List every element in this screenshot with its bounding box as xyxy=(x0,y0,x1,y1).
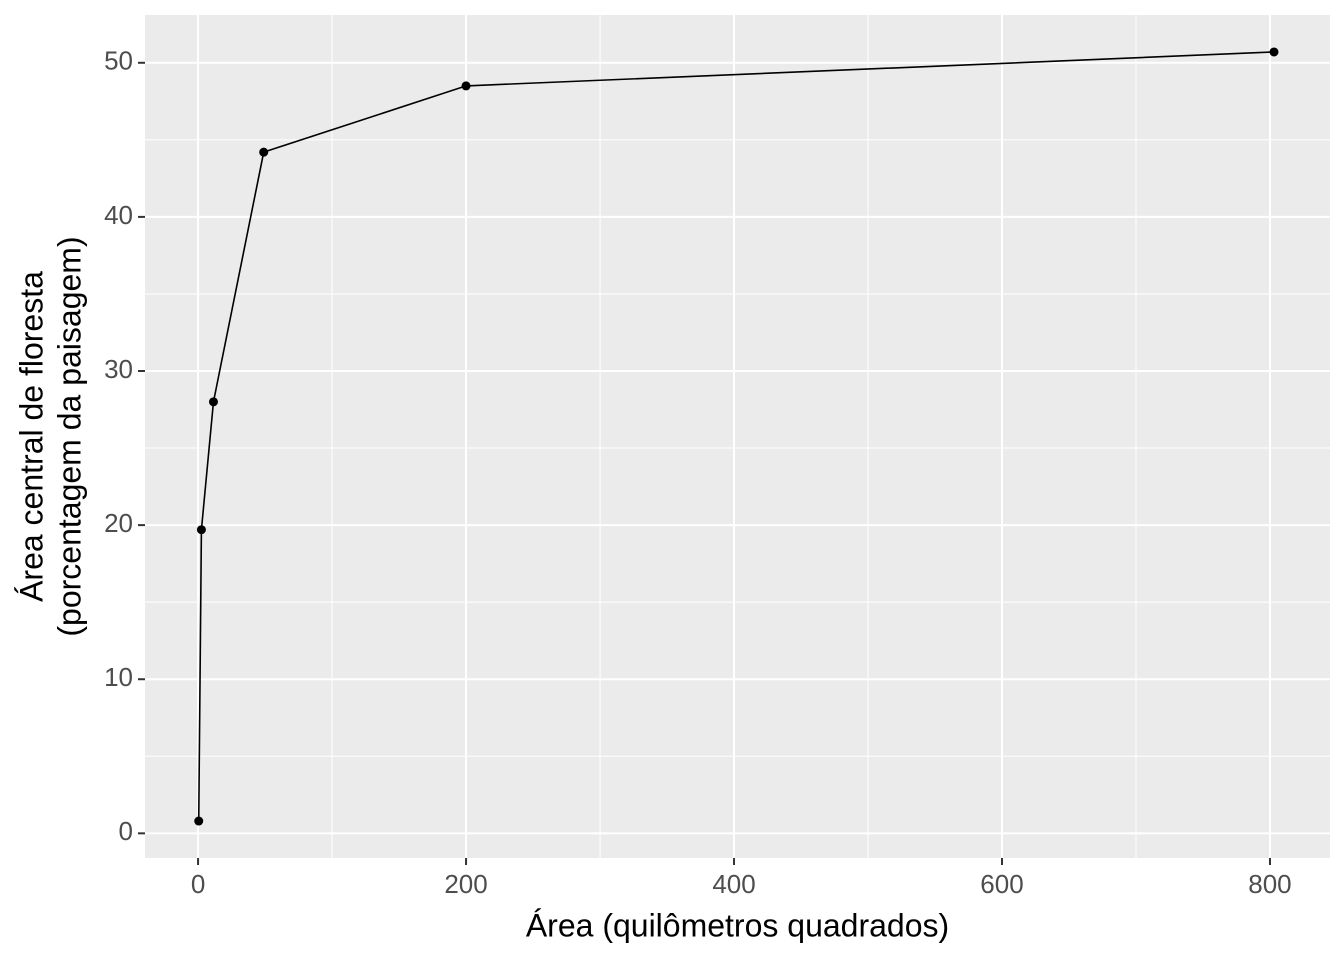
y-tick-label: 0 xyxy=(119,816,133,846)
x-tick-label: 600 xyxy=(980,869,1023,899)
line xyxy=(197,51,1275,822)
point xyxy=(208,397,218,407)
y-tick-label: 20 xyxy=(104,508,133,538)
point xyxy=(461,81,471,91)
x-tick-label: 0 xyxy=(191,869,205,899)
point xyxy=(259,147,269,157)
x-tick-label: 200 xyxy=(444,869,487,899)
point xyxy=(196,525,206,535)
y-axis-title: (porcentagem da paisagem) xyxy=(51,236,87,636)
y-tick-label: 50 xyxy=(104,46,133,76)
y-axis-title: Área central de floresta xyxy=(13,271,49,602)
x-axis-title: Área (quilômetros quadrados) xyxy=(526,907,949,943)
x-tick-label: 400 xyxy=(712,869,755,899)
point xyxy=(194,816,204,826)
y-tick-label: 30 xyxy=(104,354,133,384)
x-tick-label: 800 xyxy=(1248,869,1291,899)
y-tick-label: 10 xyxy=(104,662,133,692)
panel xyxy=(145,15,1330,858)
point xyxy=(1269,47,1279,57)
y-tick-label: 40 xyxy=(104,200,133,230)
